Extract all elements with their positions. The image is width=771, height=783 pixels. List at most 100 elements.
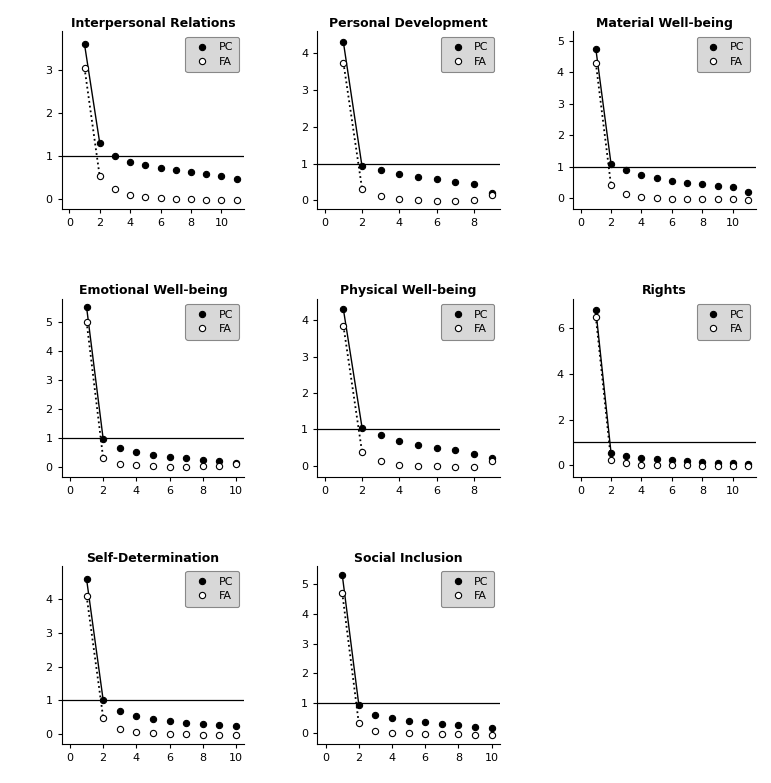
Line: PC: PC [82, 41, 240, 182]
Line: FA: FA [340, 60, 496, 204]
FA [667, 194, 676, 204]
PC [682, 456, 692, 466]
PC [171, 165, 180, 175]
PC [99, 695, 108, 705]
PC [698, 457, 707, 467]
PC [637, 453, 646, 463]
PC [132, 712, 141, 721]
FA [126, 190, 135, 200]
PC [488, 188, 497, 197]
PC [126, 157, 135, 167]
PC [82, 302, 91, 312]
FA [728, 461, 737, 471]
PC [488, 453, 497, 463]
PC [698, 179, 707, 189]
FA [743, 195, 752, 204]
FA [376, 191, 386, 200]
PC [358, 162, 367, 171]
PC [728, 182, 737, 192]
PC [148, 450, 157, 460]
PC [354, 700, 363, 709]
FA [637, 460, 646, 470]
FA [395, 460, 404, 469]
Line: PC: PC [593, 45, 751, 195]
FA [338, 321, 348, 330]
PC [187, 167, 196, 176]
FA [432, 462, 441, 471]
Line: FA: FA [340, 323, 496, 470]
FA [187, 194, 196, 204]
FA [488, 456, 497, 466]
FA [713, 461, 722, 471]
PC [217, 171, 226, 181]
PC [450, 177, 460, 186]
Line: PC: PC [340, 39, 496, 196]
FA [99, 713, 108, 723]
FA [198, 730, 207, 739]
PC [338, 38, 348, 47]
FA [437, 730, 446, 739]
PC [156, 163, 165, 172]
FA [450, 462, 460, 471]
FA [115, 460, 124, 469]
PC [132, 447, 141, 456]
FA [354, 719, 363, 728]
FA [148, 461, 157, 471]
Title: Interpersonal Relations: Interpersonal Relations [71, 17, 235, 31]
PC [165, 453, 174, 462]
PC [743, 460, 752, 469]
PC [198, 456, 207, 465]
FA [231, 459, 241, 468]
FA [652, 460, 662, 470]
FA [181, 730, 190, 739]
FA [165, 462, 174, 471]
FA [165, 730, 174, 739]
Line: FA: FA [83, 319, 239, 470]
PC [621, 451, 631, 460]
PC [95, 139, 104, 148]
PC [231, 458, 241, 467]
FA [232, 195, 241, 204]
FA [591, 312, 601, 322]
Legend: PC, FA: PC, FA [441, 572, 494, 607]
FA [376, 456, 386, 466]
PC [376, 430, 386, 439]
Line: PC: PC [593, 307, 751, 467]
PC [148, 715, 157, 724]
Line: PC: PC [339, 572, 495, 731]
PC [165, 716, 174, 726]
PC [115, 443, 124, 453]
PC [432, 443, 441, 453]
FA [338, 588, 347, 597]
PC [713, 181, 722, 190]
PC [232, 175, 241, 184]
Line: FA: FA [83, 593, 239, 738]
FA [371, 726, 380, 735]
PC [667, 176, 676, 186]
FA [432, 197, 441, 206]
Line: PC: PC [340, 306, 496, 461]
FA [132, 727, 141, 737]
FA [110, 185, 120, 194]
FA [591, 58, 601, 67]
Title: Social Inclusion: Social Inclusion [355, 551, 463, 565]
Line: FA: FA [593, 314, 751, 470]
PC [202, 169, 211, 179]
PC [358, 423, 367, 432]
PC [141, 161, 150, 170]
FA [698, 461, 707, 471]
Title: Material Well-being: Material Well-being [596, 17, 732, 31]
PC [606, 159, 615, 168]
FA [217, 195, 226, 204]
Line: FA: FA [593, 60, 751, 203]
Legend: PC, FA: PC, FA [441, 37, 494, 73]
PC [637, 170, 646, 179]
PC [432, 175, 441, 184]
Title: Self-Determination: Self-Determination [86, 551, 220, 565]
PC [652, 454, 662, 464]
Legend: PC, FA: PC, FA [185, 572, 239, 607]
Title: Rights: Rights [642, 284, 687, 298]
PC [181, 453, 190, 463]
FA [215, 730, 224, 739]
FA [95, 171, 104, 181]
